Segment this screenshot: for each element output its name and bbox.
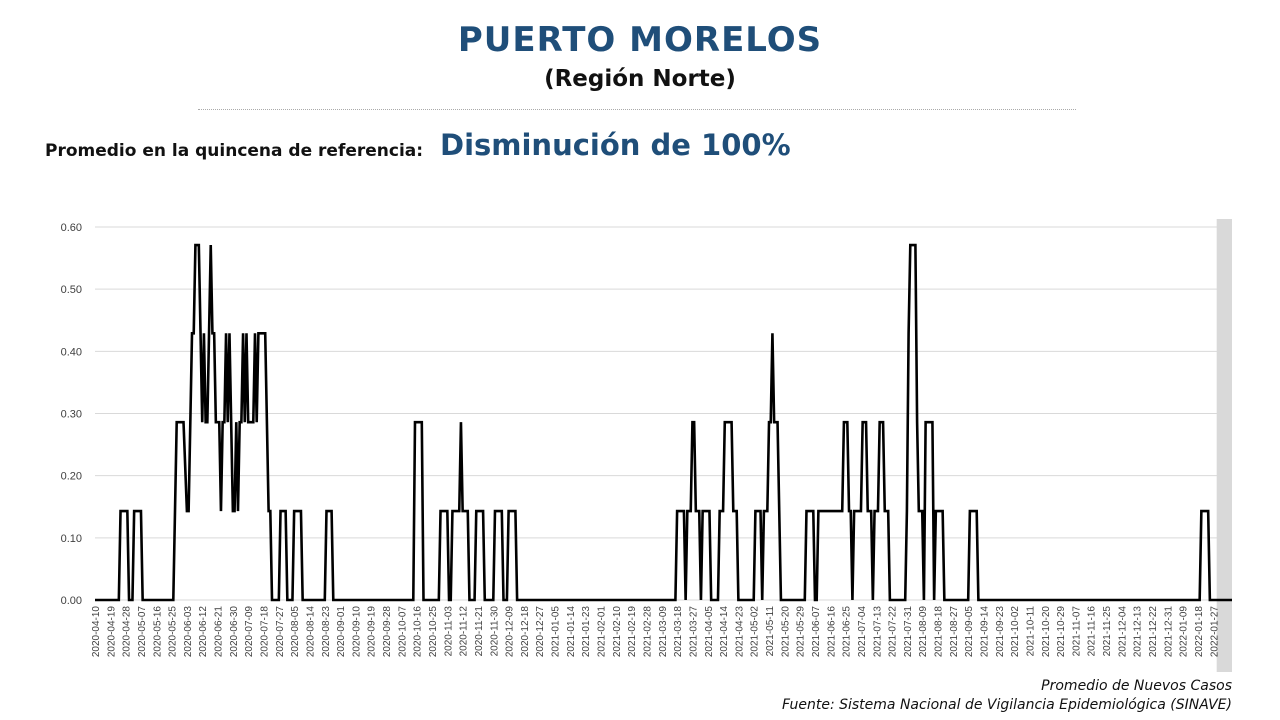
- x-tick-label: 2020-11-12: [459, 606, 470, 657]
- x-tick-label: 2021-09-23: [995, 606, 1006, 658]
- x-tick-label: 2020-04-10: [91, 606, 102, 658]
- y-tick-label: 0.40: [61, 346, 82, 358]
- x-tick-label: 2021-04-23: [734, 606, 745, 658]
- x-tick-label: 2020-11-30: [489, 606, 500, 657]
- x-tick-label: 2020-04-28: [122, 606, 133, 658]
- x-tick-label: 2021-10-29: [1056, 606, 1067, 658]
- x-tick-label: 2021-08-18: [934, 606, 945, 658]
- y-axis: 0.00 0.10 0.20 0.30 0.40 0.50 0.60: [61, 222, 82, 607]
- x-tick-label: 2021-02-10: [612, 606, 623, 658]
- x-tick-label: 2020-12-18: [520, 606, 531, 658]
- x-tick-label: 2021-12-31: [1163, 606, 1174, 658]
- reference-label: Promedio en la quincena de referencia:: [45, 141, 424, 161]
- x-tick-label: 2020-04-19: [106, 606, 117, 658]
- x-tick-label: 2021-07-13: [872, 606, 883, 658]
- x-tick-label: 2021-06-25: [842, 606, 853, 658]
- x-tick-label: 2020-12-27: [535, 606, 546, 658]
- x-tick-label: 2021-07-22: [888, 606, 899, 658]
- x-tick-label: 2020-06-30: [229, 606, 240, 658]
- page-title: PUERTO MORELOS: [457, 20, 823, 60]
- x-tick-label: 2021-11-16: [1087, 606, 1098, 657]
- x-tick-label: 2021-05-20: [780, 606, 791, 658]
- x-tick-label: 2021-10-02: [1010, 606, 1021, 658]
- x-tick-label: 2021-10-11: [1025, 606, 1036, 657]
- x-tick-label: 2020-12-09: [505, 606, 516, 658]
- header-divider: [198, 109, 1076, 110]
- x-tick-label: 2021-01-05: [551, 606, 562, 658]
- x-tick-label: 2020-10-07: [397, 606, 408, 658]
- shaded-region: [1216, 219, 1232, 672]
- y-tick-label: 0.10: [61, 533, 82, 545]
- x-tick-label: 2020-07-27: [275, 606, 286, 658]
- x-tick-label: 2021-12-13: [1133, 606, 1144, 658]
- x-tick-label: 2021-06-07: [811, 606, 822, 658]
- x-tick-label: 2022-01-09: [1179, 606, 1190, 658]
- x-tick-label: 2020-10-16: [413, 606, 424, 658]
- x-tick-label: 2020-09-28: [382, 606, 393, 658]
- x-tick-label: 2021-09-14: [979, 606, 990, 658]
- x-tick-label: 2020-06-03: [183, 606, 194, 658]
- chart-legend-label: Promedio de Nuevos Casos: [1041, 678, 1232, 694]
- x-tick-label: 2021-08-27: [949, 606, 960, 658]
- x-tick-label: 2021-05-11: [765, 606, 776, 657]
- x-tick-label: 2021-05-02: [750, 606, 761, 658]
- x-tick-label: 2020-09-01: [336, 606, 347, 658]
- x-tick-label: 2021-12-22: [1148, 606, 1159, 658]
- x-tick-label: 2020-07-18: [260, 606, 271, 658]
- x-tick-label: 2020-07-09: [244, 606, 255, 658]
- y-tick-label: 0.60: [61, 222, 82, 234]
- x-tick-label: 2021-02-28: [642, 606, 653, 658]
- x-tick-label: 2020-05-07: [137, 606, 148, 658]
- x-tick-label: 2020-08-23: [321, 606, 332, 658]
- x-tick-label: 2021-02-01: [597, 606, 608, 658]
- x-tick-label: 2021-04-05: [704, 606, 715, 658]
- grid-lines: [95, 226, 1232, 601]
- x-tick-label: 2021-03-27: [688, 606, 699, 658]
- y-tick-label: 0.30: [61, 409, 82, 421]
- x-tick-label: 2020-09-10: [351, 606, 362, 658]
- x-tick-label: 2021-01-14: [566, 606, 577, 658]
- x-tick-label: 2021-01-23: [581, 606, 592, 658]
- x-tick-label: 2020-09-19: [367, 606, 378, 658]
- x-tick-label: 2021-03-18: [673, 606, 684, 658]
- x-tick-label: 2022-01-18: [1194, 606, 1205, 658]
- x-tick-label: 2021-02-19: [627, 606, 638, 658]
- x-tick-label: 2020-11-03: [443, 606, 454, 657]
- series-line: [95, 243, 1232, 602]
- x-tick-label: 2020-06-12: [198, 606, 209, 658]
- x-tick-label: 2021-05-29: [796, 606, 807, 658]
- x-tick-label: 2020-08-14: [305, 606, 316, 658]
- line-chart: 0.000.100.200.300.400.500.60 2020-04-10 2…: [61, 219, 1232, 672]
- page-subtitle: (Región Norte): [544, 66, 736, 92]
- x-tick-label: 2021-11-07: [1071, 606, 1082, 657]
- x-tick-label: 2021-04-14: [719, 606, 730, 658]
- reference-value: Disminución de 100%: [440, 128, 791, 162]
- x-axis: 2020-04-10 2020-04-19 2020-04-28 2020-05-07…: [91, 606, 1220, 658]
- x-tick-label: 2021-03-09: [658, 606, 669, 658]
- y-tick-label: 0.00: [61, 595, 82, 607]
- x-tick-label: 2021-06-16: [826, 606, 837, 658]
- x-tick-label: 2020-06-21: [214, 606, 225, 658]
- x-tick-label: 2021-08-09: [918, 606, 929, 658]
- x-tick-label: 2020-08-05: [290, 606, 301, 658]
- x-tick-label: 2020-10-25: [428, 606, 439, 658]
- x-tick-label: 2021-07-04: [857, 606, 868, 658]
- x-tick-label: 2021-09-05: [964, 606, 975, 658]
- x-tick-label: 2020-05-16: [152, 606, 163, 658]
- x-tick-label: 2021-11-25: [1102, 606, 1113, 657]
- x-tick-label: 2020-11-21: [474, 606, 485, 657]
- x-tick-label: 2020-05-25: [168, 606, 179, 658]
- y-tick-label: 0.20: [61, 471, 82, 483]
- x-tick-label: 2021-12-04: [1117, 606, 1128, 658]
- source-note: Fuente: Sistema Nacional de Vigilancia E…: [782, 697, 1232, 713]
- x-tick-label: 2021-07-31: [903, 606, 914, 658]
- x-tick-label: 2021-10-20: [1041, 606, 1052, 658]
- y-tick-label: 0.50: [61, 284, 82, 296]
- x-tick-label: 2022-01-27: [1209, 606, 1220, 658]
